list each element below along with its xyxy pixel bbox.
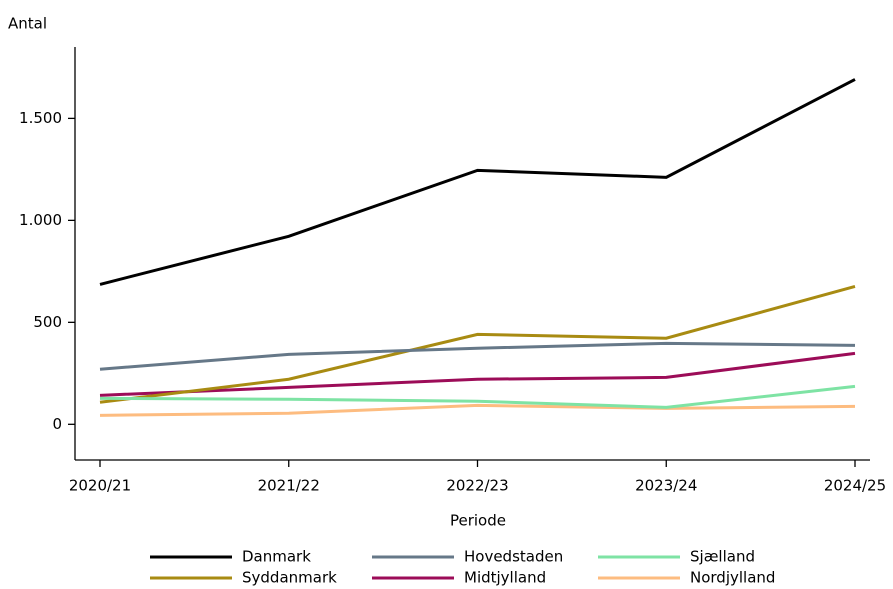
- line: [99, 403, 856, 417]
- line: [99, 341, 856, 371]
- line: [99, 284, 856, 404]
- legend-label: Danmark: [242, 548, 311, 566]
- legend-label: Nordjylland: [690, 569, 775, 587]
- y-tick-label: 1.000: [19, 211, 62, 229]
- legend-label: Sjælland: [690, 548, 755, 566]
- y-tick-label: 0: [52, 415, 62, 433]
- line: [99, 78, 856, 286]
- x-tick-label: 2022/23: [446, 477, 508, 495]
- line: [99, 351, 856, 397]
- legend-label: Midtjylland: [464, 569, 546, 587]
- x-axis-label: Periode: [450, 512, 506, 530]
- x-tick-label: 2024/25: [824, 477, 886, 495]
- line: [99, 384, 856, 409]
- x-tick-label: 2020/21: [69, 477, 131, 495]
- y-axis-label: Antal: [8, 15, 47, 33]
- y-tick-label: 1.500: [19, 109, 62, 127]
- x-tick-label: 2021/22: [258, 477, 320, 495]
- y-tick-label: 500: [33, 313, 62, 331]
- legend-label: Syddanmark: [242, 569, 337, 587]
- legend-label: Hovedstaden: [464, 548, 563, 566]
- x-tick-label: 2023/24: [635, 477, 697, 495]
